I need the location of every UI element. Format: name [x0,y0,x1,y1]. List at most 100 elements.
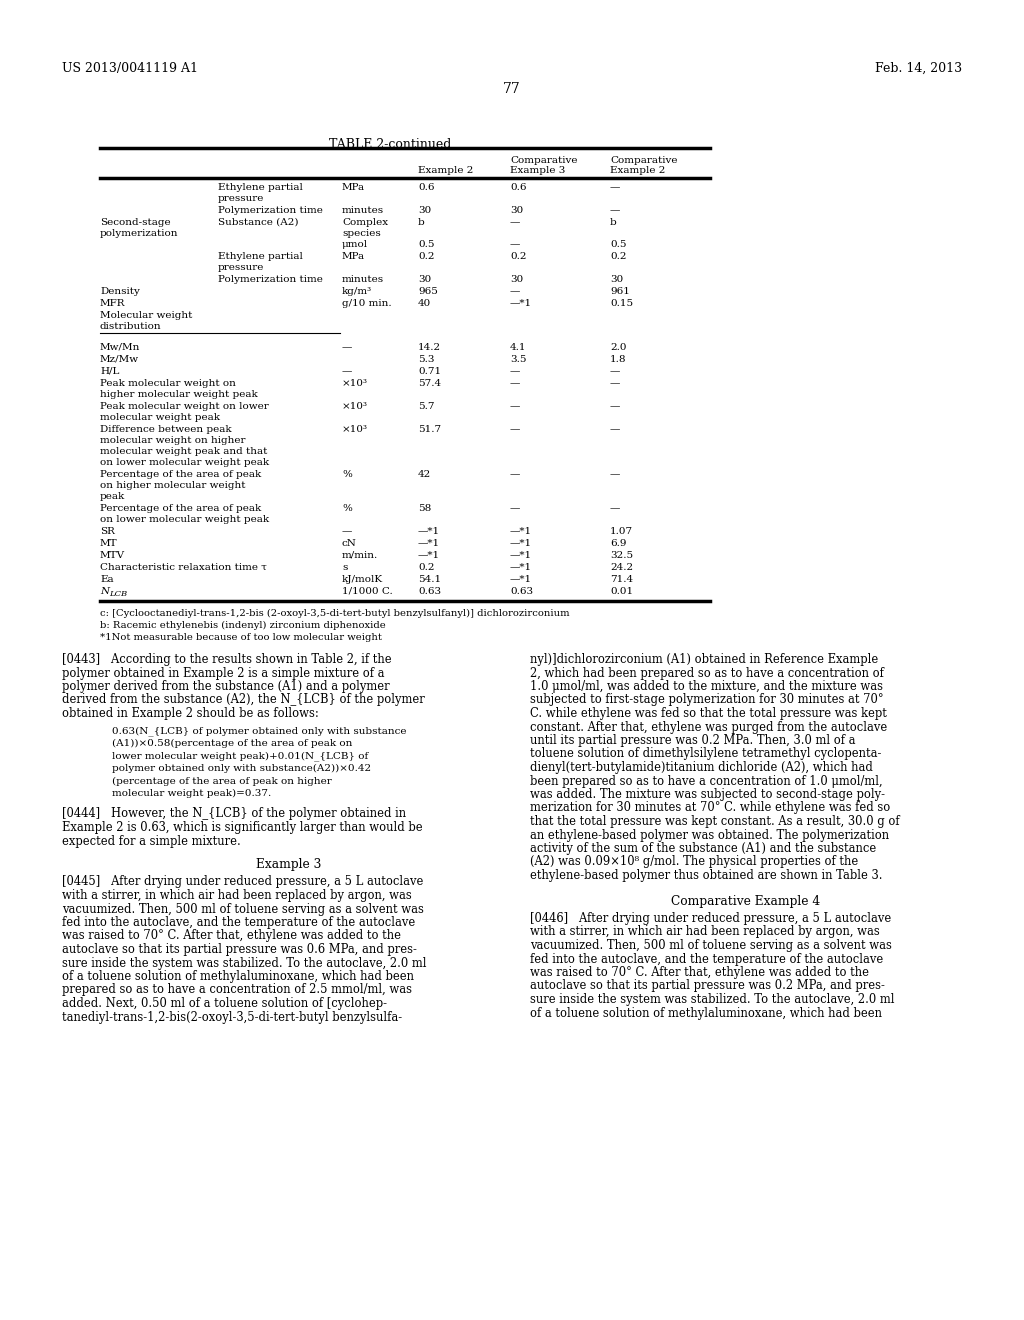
Text: *1Not measurable because of too low molecular weight: *1Not measurable because of too low mole… [100,634,382,642]
Text: Molecular weight: Molecular weight [100,312,193,319]
Text: pressure: pressure [218,194,264,203]
Text: ×10³: ×10³ [342,425,368,434]
Text: 0.2: 0.2 [418,252,434,261]
Text: [0446]   After drying under reduced pressure, a 5 L autoclave: [0446] After drying under reduced pressu… [530,912,891,925]
Text: added. Next, 0.50 ml of a toluene solution of [cyclohep-: added. Next, 0.50 ml of a toluene soluti… [62,997,387,1010]
Text: 965: 965 [418,286,438,296]
Text: 58: 58 [418,504,431,513]
Text: —: — [610,425,621,434]
Text: with a stirrer, in which air had been replaced by argon, was: with a stirrer, in which air had been re… [530,925,880,939]
Text: species: species [342,228,381,238]
Text: Ethylene partial: Ethylene partial [218,252,303,261]
Text: Percentage of the area of peak: Percentage of the area of peak [100,470,261,479]
Text: been prepared so as to have a concentration of 1.0 μmol/ml,: been prepared so as to have a concentrat… [530,775,883,788]
Text: (A2) was 0.09×10⁸ g/mol. The physical properties of the: (A2) was 0.09×10⁸ g/mol. The physical pr… [530,855,858,869]
Text: molecular weight peak and that: molecular weight peak and that [100,447,267,455]
Text: sure inside the system was stabilized. To the autoclave, 2.0 ml: sure inside the system was stabilized. T… [62,957,427,969]
Text: US 2013/0041119 A1: US 2013/0041119 A1 [62,62,198,75]
Text: Example 3: Example 3 [256,858,322,871]
Text: Feb. 14, 2013: Feb. 14, 2013 [874,62,962,75]
Text: Mw/Mn: Mw/Mn [100,343,140,352]
Text: Percentage of the area of peak: Percentage of the area of peak [100,504,261,513]
Text: —*1: —*1 [510,550,532,560]
Text: cN: cN [342,539,357,548]
Text: 42: 42 [418,470,431,479]
Text: was raised to 70° C. After that, ethylene was added to the: was raised to 70° C. After that, ethylen… [62,929,401,942]
Text: 0.6: 0.6 [418,183,434,191]
Text: 4.1: 4.1 [510,343,526,352]
Text: MPa: MPa [342,183,366,191]
Text: 0.01: 0.01 [610,587,633,597]
Text: 30: 30 [418,206,431,215]
Text: 0.63: 0.63 [510,587,534,597]
Text: Polymerization time: Polymerization time [218,206,323,215]
Text: 51.7: 51.7 [418,425,441,434]
Text: 24.2: 24.2 [610,564,633,572]
Text: s: s [342,564,347,572]
Text: —: — [610,504,621,513]
Text: —: — [342,367,352,376]
Text: 30: 30 [510,206,523,215]
Text: —: — [610,470,621,479]
Text: —: — [610,379,621,388]
Text: Second-stage: Second-stage [100,218,171,227]
Text: 0.63(N_{LCB} of polymer obtained only with substance: 0.63(N_{LCB} of polymer obtained only wi… [112,726,407,737]
Text: —*1: —*1 [510,300,532,308]
Text: 0.5: 0.5 [418,240,434,249]
Text: 77: 77 [503,82,521,96]
Text: g/10 min.: g/10 min. [342,300,391,308]
Text: 6.9: 6.9 [610,539,627,548]
Text: Example 3: Example 3 [510,166,565,176]
Text: obtained in Example 2 should be as follows:: obtained in Example 2 should be as follo… [62,708,318,719]
Text: tanediyl-trans-1,2-bis(2-oxoyl-3,5-di-tert-butyl benzylsulfa-: tanediyl-trans-1,2-bis(2-oxoyl-3,5-di-te… [62,1011,402,1023]
Text: m/min.: m/min. [342,550,378,560]
Text: —*1: —*1 [510,564,532,572]
Text: minutes: minutes [342,275,384,284]
Text: MPa: MPa [342,252,366,261]
Text: 0.5: 0.5 [610,240,627,249]
Text: %: % [342,504,352,513]
Text: —: — [510,403,520,411]
Text: Example 2: Example 2 [418,166,473,176]
Text: ×10³: ×10³ [342,403,368,411]
Text: [0445]   After drying under reduced pressure, a 5 L autoclave: [0445] After drying under reduced pressu… [62,875,423,888]
Text: SR: SR [100,527,115,536]
Text: 1.07: 1.07 [610,527,633,536]
Text: Comparative: Comparative [510,156,578,165]
Text: 2.0: 2.0 [610,343,627,352]
Text: —: — [510,218,520,227]
Text: Substance (A2): Substance (A2) [218,218,299,227]
Text: vacuumized. Then, 500 ml of toluene serving as a solvent was: vacuumized. Then, 500 ml of toluene serv… [530,939,892,952]
Text: 30: 30 [418,275,431,284]
Text: c: [Cyclooctanediyl-trans-1,2-bis (2-oxoyl-3,5-di-tert-butyl benzylsulfanyl)] di: c: [Cyclooctanediyl-trans-1,2-bis (2-oxo… [100,609,569,618]
Text: autoclave so that its partial pressure was 0.2 MPa, and pres-: autoclave so that its partial pressure w… [530,979,885,993]
Text: nyl)]dichlorozirconium (A1) obtained in Reference Example: nyl)]dichlorozirconium (A1) obtained in … [530,653,879,667]
Text: 54.1: 54.1 [418,576,441,583]
Text: μmol: μmol [342,240,368,249]
Text: molecular weight on higher: molecular weight on higher [100,436,246,445]
Text: was added. The mixture was subjected to second-stage poly-: was added. The mixture was subjected to … [530,788,885,801]
Text: —*1: —*1 [510,539,532,548]
Text: [0443]   According to the results shown in Table 2, if the: [0443] According to the results shown in… [62,653,391,667]
Text: toluene solution of dimethylsilylene tetramethyl cyclopenta-: toluene solution of dimethylsilylene tet… [530,747,882,760]
Text: 1.8: 1.8 [610,355,627,364]
Text: 0.15: 0.15 [610,300,633,308]
Text: —: — [610,206,621,215]
Text: 40: 40 [418,300,431,308]
Text: Characteristic relaxation time τ: Characteristic relaxation time τ [100,564,267,572]
Text: fed into the autoclave, and the temperature of the autoclave: fed into the autoclave, and the temperat… [530,953,884,965]
Text: Comparative Example 4: Comparative Example 4 [672,895,820,908]
Text: 32.5: 32.5 [610,550,633,560]
Text: polymer obtained in Example 2 is a simple mixture of a: polymer obtained in Example 2 is a simpl… [62,667,384,680]
Text: C. while ethylene was fed so that the total pressure was kept: C. while ethylene was fed so that the to… [530,708,887,719]
Text: b: Racemic ethylenebis (indenyl) zirconium diphenoxide: b: Racemic ethylenebis (indenyl) zirconi… [100,620,386,630]
Text: —: — [610,403,621,411]
Text: —: — [510,504,520,513]
Text: polymer derived from the substance (A1) and a polymer: polymer derived from the substance (A1) … [62,680,389,693]
Text: until its partial pressure was 0.2 MPa. Then, 3.0 ml of a: until its partial pressure was 0.2 MPa. … [530,734,855,747]
Text: 961: 961 [610,286,630,296]
Text: peak: peak [100,492,125,502]
Text: —: — [342,343,352,352]
Text: of a toluene solution of methylaluminoxane, which had been: of a toluene solution of methylaluminoxa… [62,970,414,983]
Text: 0.2: 0.2 [418,564,434,572]
